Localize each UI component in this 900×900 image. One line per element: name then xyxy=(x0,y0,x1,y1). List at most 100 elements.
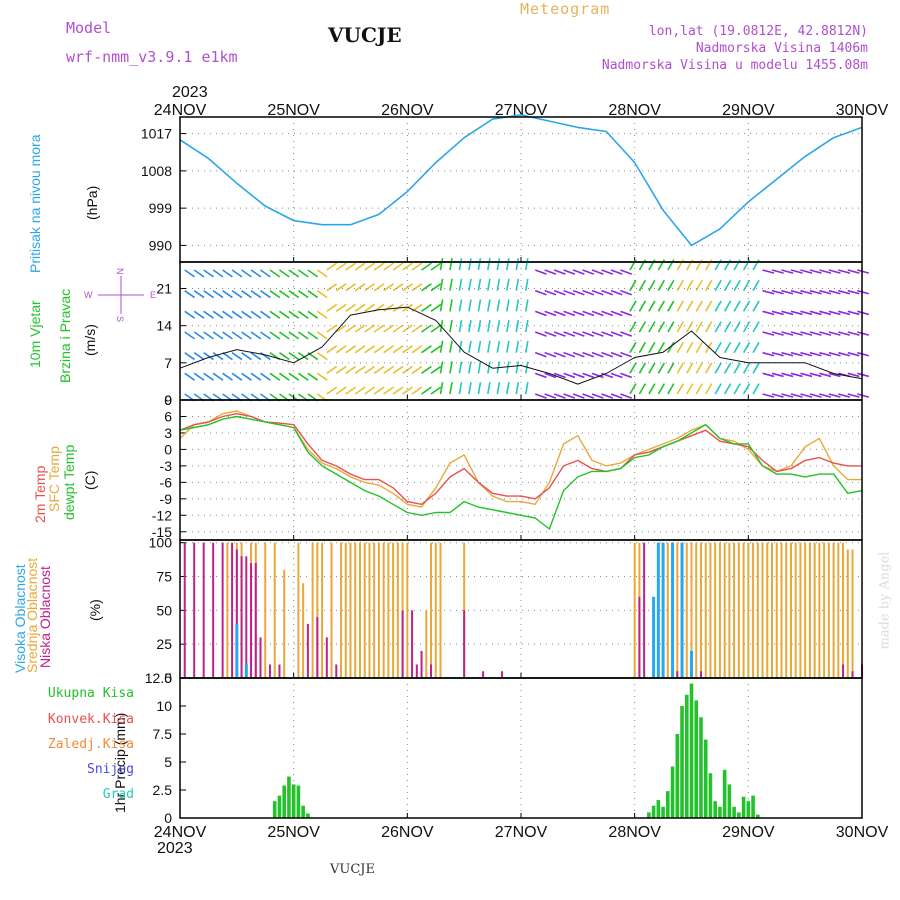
wind-arrow xyxy=(316,372,328,381)
temp-dewpt-line xyxy=(179,415,863,530)
wind-arrow xyxy=(524,278,529,291)
wind-arrow xyxy=(524,340,529,353)
wind-arrow xyxy=(582,331,595,337)
cloud-low-bar xyxy=(259,637,262,678)
wind-arrow xyxy=(695,279,703,292)
wind-arrow xyxy=(667,341,675,354)
wind-arrow xyxy=(544,289,557,296)
wind-arrow xyxy=(762,289,775,295)
cloud-mid-bar xyxy=(808,542,811,678)
wind-arrow xyxy=(316,352,328,361)
wind-arrow xyxy=(705,300,713,312)
wind-arrow xyxy=(544,269,557,275)
cloud-tick-label: 0 xyxy=(164,670,172,686)
wind-arrow xyxy=(307,269,319,278)
cloud-mid-bar xyxy=(439,542,442,678)
wind-arrow xyxy=(345,283,357,292)
wind-arrow xyxy=(430,386,442,395)
wind-arrow xyxy=(553,331,566,337)
wind-arrow xyxy=(307,290,319,299)
wind-arrow xyxy=(278,352,290,361)
wind-arrow xyxy=(847,351,860,357)
wind-arrow xyxy=(534,331,547,337)
wind-arrow xyxy=(544,372,557,379)
wind-arrow xyxy=(421,386,432,395)
wind-arrow xyxy=(686,383,694,395)
cloud-mid-bar xyxy=(226,542,229,678)
wind-arrow xyxy=(620,269,633,275)
cloud-mid-bar xyxy=(297,542,300,678)
cloud-low-bar xyxy=(335,664,338,678)
cloud-mid-bar xyxy=(766,542,769,678)
wind-arrow xyxy=(800,310,813,316)
wind-arrow xyxy=(752,259,760,271)
wind-arrow xyxy=(373,345,385,354)
wind-arrow xyxy=(638,362,647,374)
cloud-low-bar xyxy=(401,610,404,678)
cloud-mid-bar xyxy=(737,542,740,678)
wind-arrow xyxy=(582,372,595,379)
wind-arrow xyxy=(705,362,713,374)
wind-arrow xyxy=(610,372,623,379)
cloud-low-bar xyxy=(250,563,253,678)
wind-arrow xyxy=(847,393,860,398)
cloud-mid-bar xyxy=(666,542,669,678)
wind-arrow xyxy=(781,310,794,316)
wind-arrow xyxy=(563,351,576,358)
cloud-mid-bar xyxy=(302,583,305,678)
precip-legend-freezing: Zaledj.Kisa xyxy=(47,737,134,752)
cloud-low-bar xyxy=(676,671,679,678)
wind-arrow xyxy=(354,262,366,271)
wind-arrow xyxy=(657,341,666,354)
wind-arrow xyxy=(449,340,453,353)
wind-arrow xyxy=(563,310,576,317)
wind-arrow xyxy=(809,269,822,274)
wind-arrow xyxy=(184,372,196,381)
wind-arrow xyxy=(771,331,784,336)
wind-arrow xyxy=(800,393,813,398)
wind-compass-icon: N W E S xyxy=(84,268,156,322)
wind-arrow xyxy=(563,289,576,296)
wind-arrow xyxy=(857,372,870,378)
wind-arrow xyxy=(487,361,491,374)
precip-total-bar xyxy=(301,805,305,818)
wind-arrow xyxy=(421,303,432,312)
wind-arrow xyxy=(742,321,751,333)
date-label-bottom: 27NOV xyxy=(495,824,548,841)
precip-legend-hail: Grad xyxy=(102,787,134,802)
cloud-mid-bar xyxy=(311,542,314,678)
cloud-mid-bar xyxy=(813,542,816,678)
wind-arrow xyxy=(392,283,404,292)
cloud-low-bar xyxy=(325,637,328,678)
wind-arrow xyxy=(762,393,775,398)
date-label-bottom: 24NOV xyxy=(154,824,207,841)
temperature-tick-label: -6 xyxy=(160,474,173,490)
cloud-low-bar xyxy=(643,542,646,678)
year-label-bottom: 2023 xyxy=(157,840,193,857)
date-label-bottom: 29NOV xyxy=(722,824,775,841)
cloud-high-bar xyxy=(244,664,248,678)
cloud-low-bar xyxy=(193,542,196,678)
wind-arrow xyxy=(723,279,732,292)
wind-arrow xyxy=(487,382,491,395)
wind-arrow xyxy=(714,362,722,374)
wind-arrow xyxy=(278,331,290,340)
wind-arrow xyxy=(297,331,309,340)
svg-text:E: E xyxy=(150,290,156,300)
wind-arrow xyxy=(402,365,413,374)
wind-arrow xyxy=(335,365,347,374)
wind-arrow xyxy=(203,290,214,299)
wind-arrow xyxy=(610,393,623,399)
wind-arrow xyxy=(648,300,656,312)
panel-frame xyxy=(179,399,863,541)
wind-arrow xyxy=(250,352,262,361)
wind-arrow xyxy=(354,303,366,312)
page-title: VUCJE xyxy=(328,23,402,47)
wind-arrow xyxy=(383,324,394,333)
cloud-mid-bar xyxy=(794,542,797,678)
wind-arrow xyxy=(506,340,510,353)
wind-arrow xyxy=(241,352,252,361)
wind-arrow xyxy=(241,372,252,381)
wind-arrow xyxy=(421,345,432,354)
